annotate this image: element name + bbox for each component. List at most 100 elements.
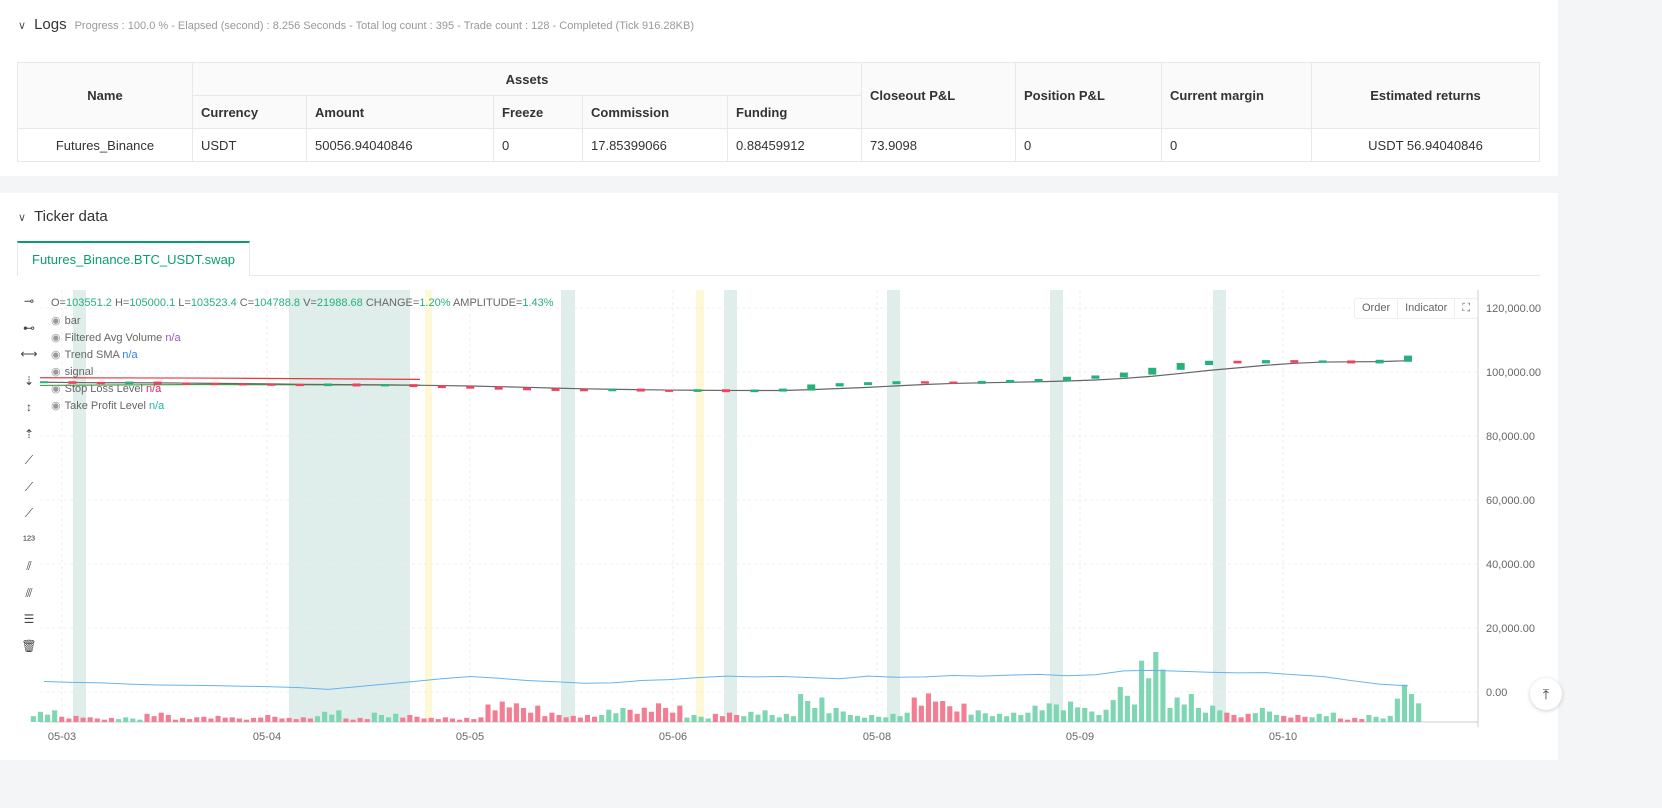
volume-bar (925, 693, 932, 722)
volume-bar (194, 717, 200, 722)
legend-value: n/a (145, 383, 162, 395)
volume-bar (1117, 687, 1123, 722)
volume-bar (364, 719, 370, 722)
cell-position: 0 (1015, 128, 1162, 162)
indicator-button[interactable]: Indicator (1398, 299, 1456, 318)
volume-bar (1139, 660, 1145, 722)
volume-bar (734, 715, 740, 722)
ray-icon[interactable]: ⟋ (24, 479, 34, 494)
volume-bar (279, 718, 285, 722)
horizontal-ray-icon[interactable]: ⊷ (23, 320, 35, 335)
legend-item[interactable]: ◉ signal (51, 365, 93, 378)
eye-icon[interactable]: ◉ (51, 366, 61, 378)
trend-line-icon[interactable]: ⟋ (24, 453, 34, 467)
avg-volume-line (43, 669, 1409, 690)
candle (977, 380, 986, 384)
volume-bar (1217, 710, 1223, 722)
logs-summary: Progress : 100.0 % - Elapsed (second) : … (74, 20, 694, 32)
vertical-line-icon[interactable]: ⇣ (23, 373, 35, 388)
chevron-down-icon[interactable]: ∨ (18, 212, 27, 224)
order-button[interactable]: Order (1355, 299, 1399, 318)
volume-bar (1316, 713, 1322, 722)
volume-bar (201, 716, 207, 722)
volume-bar (393, 713, 399, 722)
eye-icon[interactable]: ◉ (51, 383, 61, 395)
vertical-ray-icon[interactable]: ⇡ (23, 426, 35, 441)
legend-item[interactable]: ◉ Filtered Avg Volume n/a (51, 331, 181, 344)
volume-bar (414, 716, 420, 722)
chevron-down-icon[interactable]: ∨ (18, 20, 27, 32)
volume-bar (847, 715, 853, 722)
volume-bar (1266, 711, 1273, 722)
volume-bar (243, 719, 250, 722)
volume-bar (1401, 684, 1407, 722)
volume-bar (1202, 712, 1209, 722)
signal-band (1213, 290, 1226, 722)
volume-bar (286, 717, 292, 722)
volume-bar (1110, 700, 1116, 722)
volume-bar (506, 707, 512, 722)
volume-bar (1124, 695, 1130, 722)
legend-label: Stop Loss Level (64, 383, 143, 395)
volume-bar (1409, 694, 1415, 722)
candle (125, 381, 134, 385)
candle (494, 386, 503, 390)
volume-bar (1309, 717, 1315, 722)
volume-bar (478, 717, 484, 722)
legend-item[interactable]: ◉ Take Profit Level n/a (51, 399, 164, 412)
volume-bar (101, 719, 107, 722)
trash-icon[interactable]: 🗑 (21, 638, 37, 653)
volume-bar (499, 701, 505, 722)
legend-item[interactable]: ◉ Stop Loss Level n/a (51, 382, 161, 395)
change-value: 1.20% (419, 297, 451, 309)
chart-buttons: Order Indicator ⛶ (1354, 298, 1479, 319)
volume-bar (1359, 719, 1365, 722)
volume-bar (1096, 715, 1102, 722)
eye-icon[interactable]: ◉ (51, 332, 61, 344)
x-tick-label: 05-06 (659, 731, 687, 743)
candle (636, 388, 645, 392)
volume-bar (1366, 715, 1372, 722)
candle (68, 381, 77, 384)
parallel-channel-icon[interactable]: ⫽ (26, 559, 32, 573)
eye-icon[interactable]: ◉ (51, 400, 61, 412)
volume-bar (1004, 716, 1010, 722)
legend-item[interactable]: ◉ bar (51, 314, 81, 327)
multi-channel-icon[interactable]: ⫻ (25, 585, 33, 600)
volume-bar (215, 715, 221, 722)
volume-bar (1373, 716, 1379, 722)
volume-bar (613, 713, 619, 722)
price-line-icon[interactable]: ¹²³ (23, 532, 35, 547)
scroll-to-latest-button[interactable]: ⤒ (1530, 678, 1562, 710)
volume-bar (535, 705, 541, 722)
x-tick-label: 05-05 (456, 731, 484, 743)
eye-icon[interactable]: ◉ (51, 315, 61, 327)
candle (693, 389, 702, 392)
amplitude-value: 1.43% (522, 297, 554, 309)
fullscreen-icon[interactable]: ⛶ (1462, 302, 1471, 314)
fibonacci-icon[interactable]: ☰ (23, 612, 35, 626)
volume-bar (1032, 705, 1038, 722)
signal-band (724, 290, 737, 722)
ticker-panel: ∨ Ticker data Futures_Binance.BTC_USDT.s… (0, 193, 1558, 760)
candle (1063, 376, 1071, 381)
volume-bar (108, 717, 115, 722)
volume-bar (1082, 708, 1088, 722)
logs-header[interactable]: ∨ Logs Progress : 100.0 % - Elapsed (sec… (18, 16, 694, 33)
tab-btc-usdt-swap[interactable]: Futures_Binance.BTC_USDT.swap (17, 241, 251, 276)
legend-item[interactable]: ◉ Trend SMA n/a (51, 348, 138, 361)
candle (1318, 360, 1327, 363)
segment-icon[interactable]: ⟋ (24, 506, 34, 520)
horizontal-segment-icon[interactable]: ⟷ (20, 347, 38, 361)
volume-bar (172, 719, 178, 722)
ticker-header[interactable]: ∨ Ticker data (18, 208, 108, 225)
horizontal-line-icon[interactable]: ⊸ (23, 294, 35, 308)
ticker-tabs: Futures_Binance.BTC_USDT.swap (17, 241, 1540, 276)
volume-bar (620, 708, 626, 722)
cell-funding: 0.88459912 (727, 128, 862, 162)
eye-icon[interactable]: ◉ (51, 349, 61, 361)
volume-bar (1188, 694, 1194, 722)
vertical-segment-icon[interactable]: ↕ (26, 400, 32, 414)
volume-bar (1416, 703, 1422, 722)
